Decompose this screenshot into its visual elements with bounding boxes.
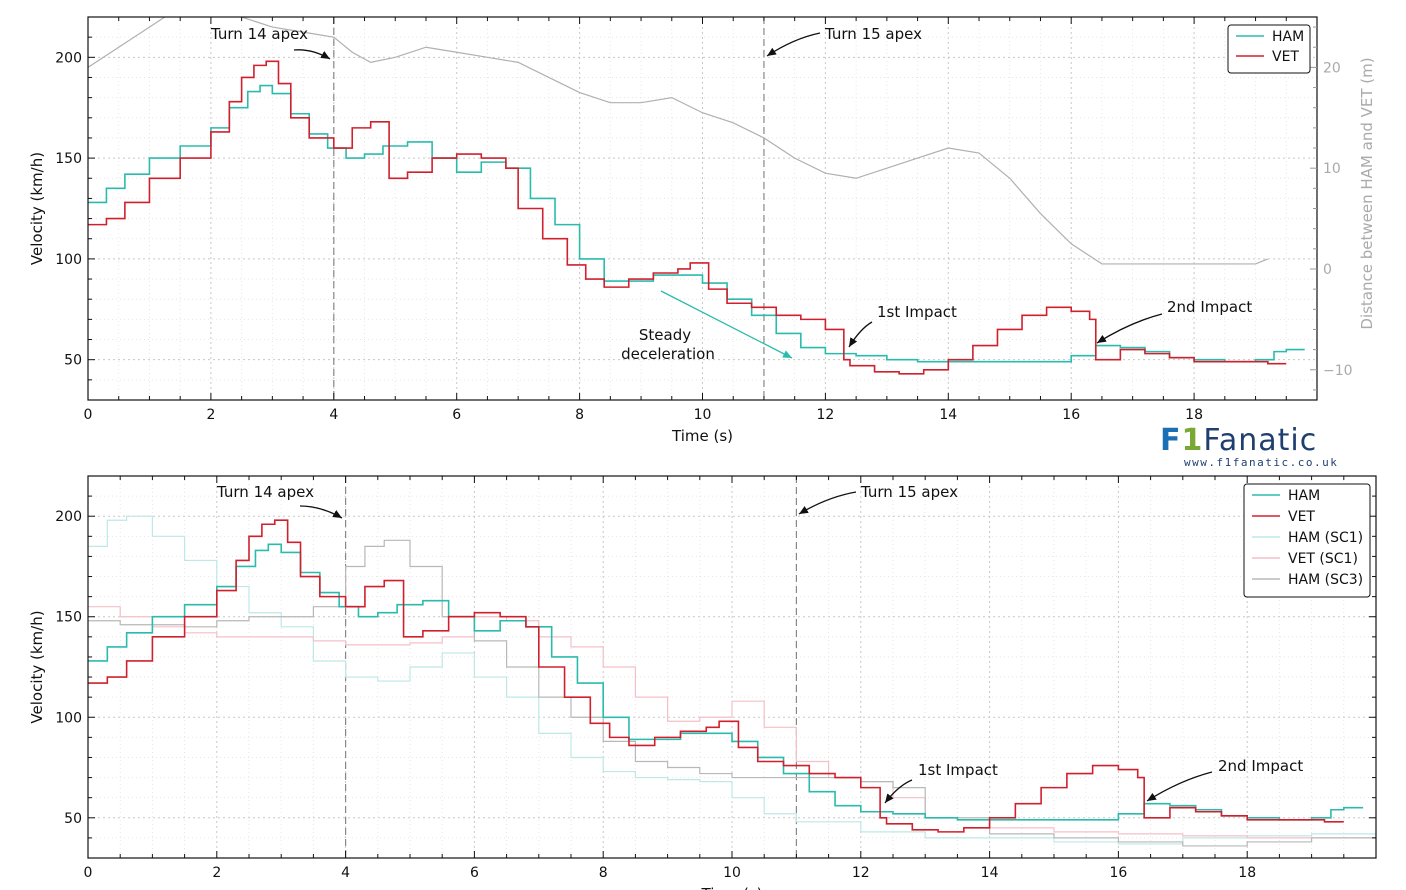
x-tick-label: 16 — [1062, 407, 1080, 423]
annotation-label: 2nd Impact — [1167, 298, 1252, 316]
x-tick-label: 14 — [939, 407, 957, 423]
legend-label: VET (SC1) — [1288, 551, 1358, 567]
legend: HAM VET HAM (SC1) VET (SC1) HAM (SC3) — [1243, 483, 1371, 598]
annotation-label: Turn 15 apex — [860, 483, 958, 501]
logo-name: Fanatic — [1203, 423, 1318, 458]
x-axis: 0 2 4 6 8 10 12 14 16 18 Time (s) — [84, 476, 1377, 890]
x-tick-label: 18 — [1238, 865, 1256, 881]
series-group — [88, 17, 1305, 375]
legend-label: HAM (SC1) — [1288, 530, 1363, 546]
series-vet — [88, 519, 1344, 833]
logo-prefix: F — [1160, 423, 1182, 458]
x-tick-label: 14 — [981, 865, 999, 881]
series-ham-sc1 — [88, 515, 1376, 845]
grid — [87, 475, 1377, 858]
grid — [87, 16, 1318, 400]
y2-tick-label: 10 — [1323, 161, 1341, 177]
legend-label: HAM — [1288, 488, 1320, 504]
annotation-label: Turn 15 apex — [824, 25, 922, 43]
annotation-label: 1st Impact — [918, 761, 998, 779]
annotation-label: Steady — [639, 326, 691, 344]
chart-2: 0 2 4 6 8 10 12 14 16 18 Time (s) 50 100 150 200 Veloci… — [28, 475, 1377, 890]
annotation-arrow — [293, 49, 331, 60]
annotation-arrow — [884, 779, 913, 804]
x-axis: 0 2 4 6 8 10 12 14 16 18 Time (s) — [84, 17, 1318, 445]
x-axis-label: Time (s) — [671, 427, 733, 445]
annotation-arrow — [299, 505, 343, 519]
annotations: Turn 14 apex Turn 15 apex 1st Impact 2nd Im… — [216, 483, 1303, 804]
x-tick-label: 12 — [816, 407, 834, 423]
x-tick-label: 6 — [470, 865, 479, 881]
legend-box — [1243, 483, 1371, 598]
annotation-label: 1st Impact — [877, 303, 957, 321]
y-tick-label: 100 — [55, 252, 82, 268]
legend-label: HAM (SC3) — [1288, 572, 1363, 588]
x-tick-label: 12 — [852, 865, 870, 881]
legend-label: HAM — [1272, 29, 1304, 45]
y-tick-label: 200 — [55, 509, 82, 525]
x-axis-label: Time (s) — [701, 885, 763, 890]
legend-box — [1227, 24, 1311, 74]
x-tick-label: 8 — [599, 865, 608, 881]
logo-wordmark: F1Fanatic — [1160, 424, 1317, 458]
x-tick-label: 6 — [452, 407, 461, 423]
y-axis: 50 100 150 200 Velocity (km/h) — [28, 475, 1376, 839]
annotation-label: Turn 14 apex — [216, 483, 314, 501]
annotation-arrow — [766, 32, 821, 57]
x-tick-label: 2 — [206, 407, 215, 423]
x-tick-label: 4 — [341, 865, 350, 881]
y-tick-label: 200 — [55, 50, 82, 66]
series-distance — [88, 17, 1269, 265]
x-tick-label: 0 — [84, 865, 93, 881]
logo-url: www.f1fanatic.co.uk — [1184, 456, 1339, 469]
legend-label: VET — [1288, 509, 1315, 525]
y2-tick-label: −10 — [1323, 363, 1353, 379]
annotation-label: 2nd Impact — [1218, 757, 1303, 775]
y-axis-label: Velocity (km/h) — [28, 152, 46, 265]
y-tick-label: 150 — [55, 151, 82, 167]
annotation-arrow — [848, 321, 873, 348]
y-axis: 50 100 150 200 Velocity (km/h) — [28, 16, 95, 381]
x-tick-label: 16 — [1109, 865, 1127, 881]
y2-tick-label: 0 — [1323, 262, 1332, 278]
logo-number: 1 — [1181, 423, 1204, 458]
annotation-label: deceleration — [621, 345, 715, 363]
series-vet — [88, 60, 1287, 375]
x-tick-label: 10 — [723, 865, 741, 881]
x-tick-label: 2 — [212, 865, 221, 881]
legend: HAM VET — [1227, 24, 1311, 74]
y-tick-label: 50 — [64, 353, 82, 369]
y2-axis-label: Distance between HAM and VET (m) — [1358, 57, 1376, 329]
y-tick-label: 150 — [55, 610, 82, 626]
series-ham — [88, 84, 1305, 363]
x-tick-label: 4 — [329, 407, 338, 423]
x-tick-label: 0 — [84, 407, 93, 423]
y-axis-label: Velocity (km/h) — [28, 610, 46, 723]
x-tick-label: 18 — [1185, 407, 1203, 423]
y-tick-label: 100 — [55, 710, 82, 726]
y2-axis: −10 0 10 20 Distance between HAM and VET (m) — [1310, 26, 1376, 391]
annotation-label: Turn 14 apex — [210, 25, 308, 43]
x-tick-label: 8 — [575, 407, 584, 423]
y-tick-label: 50 — [64, 811, 82, 827]
x-tick-label: 10 — [694, 407, 712, 423]
annotation-arrow — [1146, 771, 1213, 802]
annotation-arrow — [1096, 313, 1163, 344]
series-group — [88, 515, 1376, 847]
series-vet-sc1 — [88, 606, 1376, 839]
series-ham-sc3 — [88, 539, 1376, 847]
annotation-arrow — [798, 491, 857, 515]
annotation-arrow — [660, 290, 793, 359]
annotations: Turn 14 apex Turn 15 apex 1st Impact 2nd Im… — [210, 25, 1252, 363]
f1fanatic-logo: F1Fanatic www.f1fanatic.co.uk — [1160, 424, 1400, 470]
y2-tick-label: 20 — [1323, 60, 1341, 76]
legend-label: VET — [1272, 49, 1299, 65]
series-ham — [88, 543, 1364, 821]
